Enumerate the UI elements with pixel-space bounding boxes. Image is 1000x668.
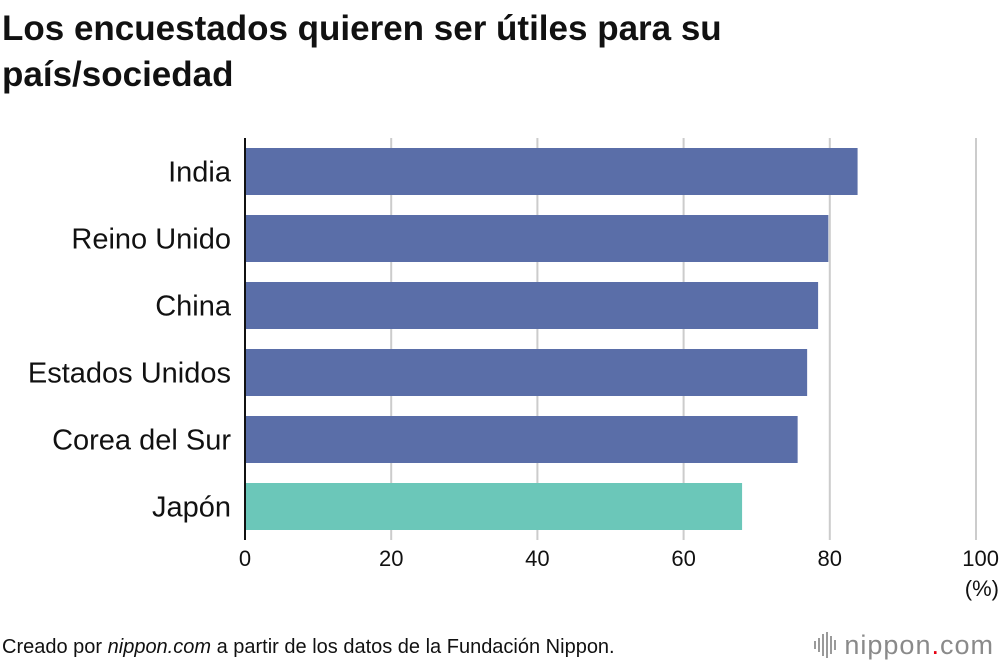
category-labels: India Reino Unido China Estados Unidos Corea… [28,157,232,524]
grid-lines [390,138,977,540]
x-tick-label: 0 [239,546,251,571]
bars [245,148,858,530]
nippon-logo: nippon.com [814,628,994,662]
category-label: Estados Unidos [28,358,231,390]
bar-corea-del-sur [245,416,798,463]
source-suffix: a partir de los datos de la Fundación Ni… [211,636,615,658]
brand-wordmark: nippon.com [844,629,994,660]
category-label: India [168,157,232,189]
x-tick-label: 80 [818,546,842,571]
bar-estados-unidos [245,349,808,396]
sound-wave-icon [814,632,837,658]
category-label: China [155,291,232,323]
source-prefix: Creado por [2,636,108,658]
bar-india [245,148,858,195]
x-tick-label: 60 [671,546,695,571]
bar-japón [245,483,743,530]
category-label: Japón [152,492,231,524]
source-note: Creado por nippon.com a partir de los da… [2,636,615,659]
bar-reino-unido [245,215,829,262]
x-tick-label: 100 [962,546,999,571]
category-label: Reino Unido [71,224,231,256]
chart-title: Los encuestados quieren ser útiles para … [2,9,722,94]
x-tick-label: 20 [379,546,403,571]
source-site: nippon.com [107,636,212,658]
bar-china [245,282,819,329]
x-tick-labels: 0 20 40 60 80 100 [239,546,999,571]
category-label: Corea del Sur [52,425,231,457]
bar-chart: India Reino Unido China Estados Unidos Corea… [28,138,999,601]
x-tick-label: 40 [525,546,549,571]
x-axis-unit-label: (%) [965,576,999,601]
